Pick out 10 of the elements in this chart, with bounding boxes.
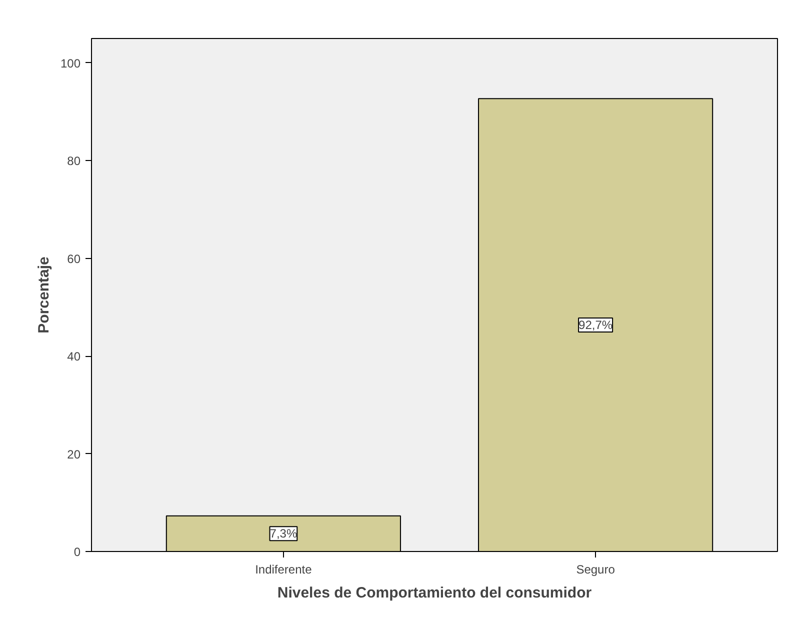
x-axis-title: Niveles de Comportamiento del consumidor <box>277 584 592 602</box>
y-tick-label: 0 <box>74 545 81 559</box>
y-tick-label: 40 <box>67 350 81 364</box>
y-tick-label: 100 <box>60 56 81 70</box>
x-tick-label: Seguro <box>576 562 616 576</box>
y-axis-title: Porcentaje <box>35 256 52 334</box>
x-tick-label: Indiferente <box>255 562 312 576</box>
y-tick-label: 80 <box>67 154 81 168</box>
y-tick-label: 60 <box>67 252 81 266</box>
y-tick-label: 20 <box>67 447 81 462</box>
